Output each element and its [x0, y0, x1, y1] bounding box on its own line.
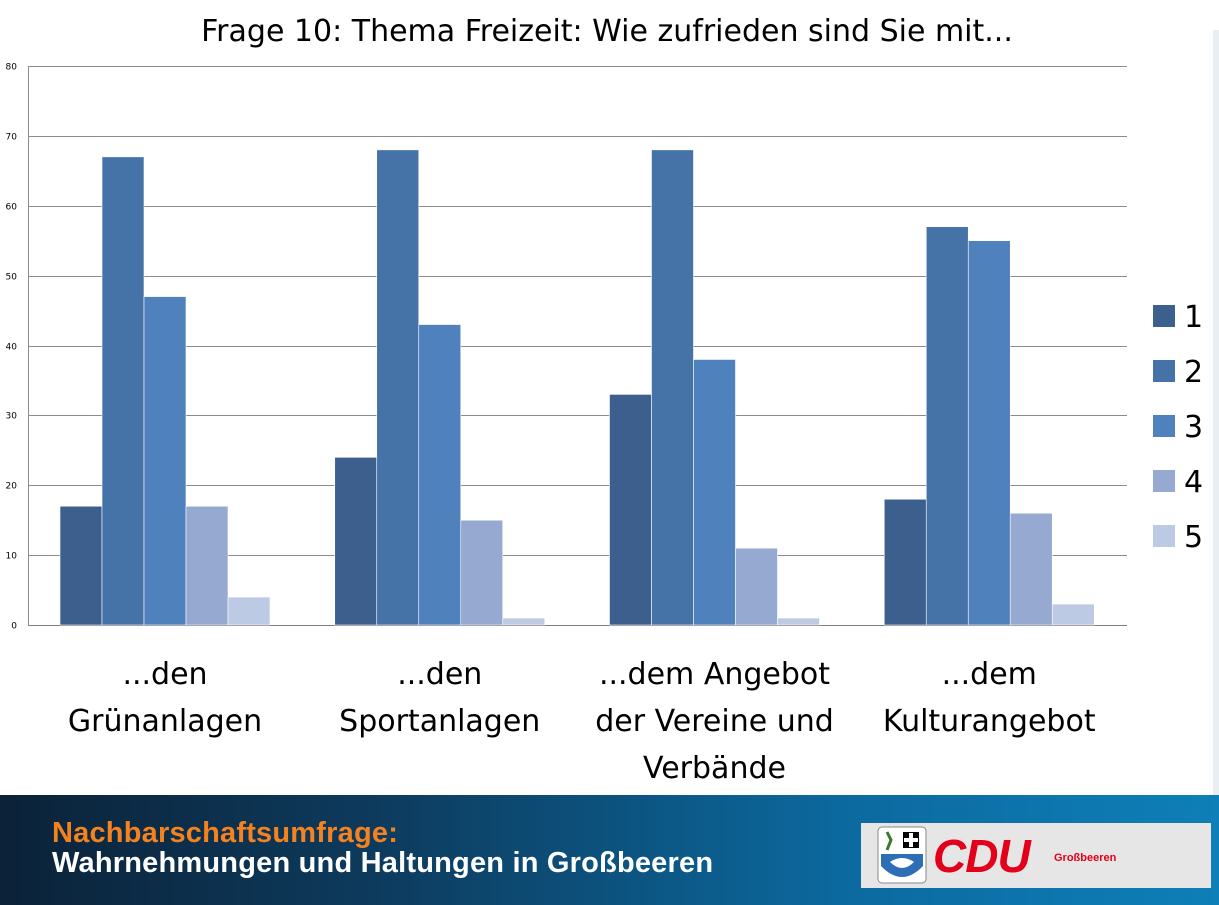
- category-label: ...dem: [942, 657, 1037, 692]
- bar-series-1: [334, 456, 378, 626]
- bars: [59, 149, 1095, 626]
- legend-label: 4: [1184, 465, 1203, 500]
- bar-series-1: [59, 505, 103, 626]
- bar-series-5: [502, 617, 546, 626]
- bar-series-2: [101, 156, 145, 626]
- category-label: ...dem Angebot: [599, 657, 830, 692]
- bar-series-2: [925, 226, 969, 626]
- legend-swatch: [1153, 525, 1175, 547]
- x-axis-labels: ...den Grünanlagen ...den Sportanlagen ...de…: [68, 657, 1096, 786]
- category-label: ...den: [122, 657, 207, 692]
- bar-series-3: [693, 359, 736, 626]
- slide-edge: [1213, 30, 1219, 795]
- y-tick-label: 80: [6, 63, 18, 73]
- category-label: Grünanlagen: [68, 704, 262, 739]
- cdu-logo-subtext: Großbeeren: [1054, 852, 1117, 864]
- chart-title: Frage 10: Thema Freizeit: Wie zufrieden …: [201, 14, 1013, 49]
- bar-series-4: [1009, 512, 1053, 626]
- legend-label: 2: [1184, 355, 1203, 390]
- legend-swatch: [1153, 305, 1175, 327]
- legend-swatch: [1153, 415, 1175, 437]
- y-tick-label: 50: [6, 273, 18, 283]
- bar-series-2: [376, 149, 420, 626]
- bar-series-3: [967, 240, 1011, 626]
- footer-subtitle: Wahrnehmungen und Haltungen in Großbeere…: [52, 847, 714, 879]
- y-tick-label: 20: [6, 482, 18, 492]
- bar-series-5: [777, 617, 820, 626]
- bar-series-4: [460, 519, 504, 626]
- y-tick-label: 10: [6, 552, 18, 562]
- y-tick-label: 70: [6, 133, 18, 143]
- legend: 1 2 3 4 5: [1153, 300, 1203, 555]
- bar-series-5: [1051, 603, 1095, 626]
- category-label: ...den: [397, 657, 482, 692]
- y-tick-label: 30: [6, 412, 18, 422]
- y-tick-label: 40: [6, 343, 18, 353]
- category-label: der Vereine und: [595, 704, 834, 739]
- crest-icon: [877, 826, 927, 884]
- category-label: Kulturangebot: [883, 704, 1096, 739]
- bar-series-5: [227, 596, 271, 626]
- legend-swatch: [1153, 470, 1175, 492]
- cdu-logo: CDU Großbeeren: [861, 823, 1211, 888]
- legend-label: 3: [1184, 410, 1203, 445]
- cdu-logo-text: CDU: [933, 830, 1031, 882]
- y-axis-ticks: 0 10 20 30 40 50 60 70 80: [6, 63, 18, 632]
- footer-title: Nachbarschaftsumfrage:: [52, 817, 399, 849]
- category-label: Verbände: [643, 751, 786, 786]
- bar-series-2: [651, 149, 694, 626]
- legend-swatch: [1153, 360, 1175, 382]
- bar-series-1: [609, 394, 652, 626]
- legend-label: 1: [1184, 300, 1203, 335]
- bar-series-4: [185, 505, 229, 626]
- bar-chart: Frage 10: Thema Freizeit: Wie zufrieden …: [6, 14, 1204, 786]
- footer-banner: Nachbarschaftsumfrage: Wahrnehmungen und…: [0, 795, 1219, 905]
- bar-series-3: [143, 296, 187, 626]
- y-tick-label: 0: [11, 622, 17, 632]
- bar-series-3: [418, 324, 462, 626]
- y-tick-label: 60: [6, 203, 18, 213]
- bar-series-1: [883, 498, 927, 626]
- bar-series-4: [735, 547, 778, 626]
- legend-label: 5: [1184, 520, 1203, 555]
- category-label: Sportanlagen: [339, 704, 540, 739]
